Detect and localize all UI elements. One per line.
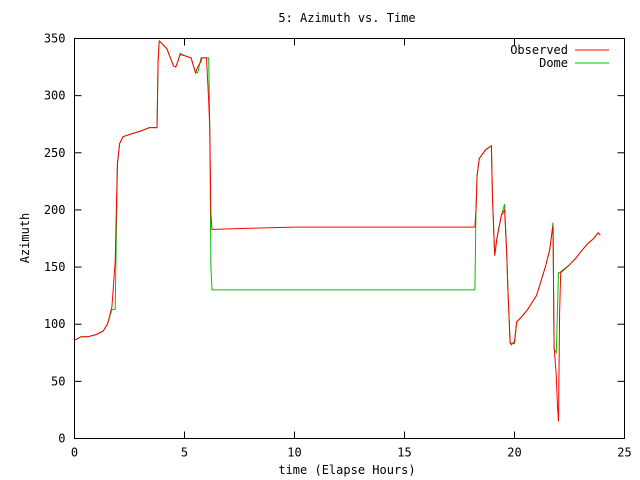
- y-axis-label: Azimuth: [18, 213, 32, 264]
- series-group: [74, 39, 601, 422]
- y-tick-label: 300: [44, 89, 66, 103]
- y-tick-label: 350: [44, 32, 66, 46]
- x-tick-label: 10: [287, 446, 301, 460]
- plot-frame: [74, 38, 625, 439]
- y-tick-label: 100: [44, 317, 66, 331]
- y-tick-label: 150: [44, 260, 66, 274]
- x-axis-label: time (Elapse Hours): [278, 463, 415, 477]
- series-line-observed: [74, 41, 601, 422]
- legend-label-observed: Observed: [510, 43, 568, 57]
- y-tick-label: 200: [44, 203, 66, 217]
- y-tick-label: 50: [51, 374, 65, 388]
- series-line-dome: [74, 39, 601, 355]
- x-tick-label: 5: [181, 446, 188, 460]
- x-tick-label: 15: [397, 446, 411, 460]
- y-tick-label: 250: [44, 146, 66, 160]
- legend-label-dome: Dome: [539, 56, 568, 70]
- x-tick-label: 0: [71, 446, 78, 460]
- x-tick-label: 25: [617, 446, 631, 460]
- chart-title: 5: Azimuth vs. Time: [278, 11, 415, 25]
- x-tick-label: 20: [507, 446, 521, 460]
- y-tick-label: 0: [58, 432, 65, 446]
